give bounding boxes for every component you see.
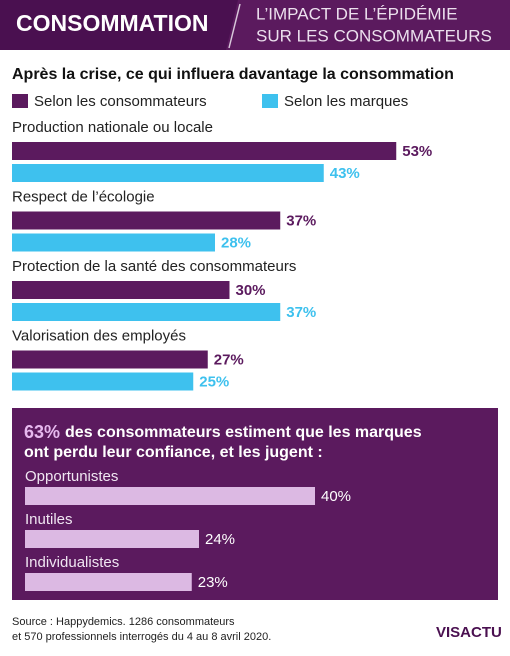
category-label: Opportunistes	[25, 468, 118, 485]
bar	[12, 350, 208, 369]
panel-title: 63% des consommateurs estiment que les ma…	[24, 422, 422, 442]
logo: VISACTU	[436, 624, 502, 641]
value-label: 53%	[402, 143, 432, 160]
category-label: Respect de l’écologie	[12, 188, 155, 205]
value-label: 28%	[221, 234, 251, 251]
legend-label: Selon les marques	[284, 93, 408, 110]
value-label: 30%	[236, 282, 266, 299]
bar	[12, 303, 281, 321]
panel-title-line: des consommateurs estiment que les marqu…	[65, 424, 422, 441]
source: Source : Happydemics. 1286 consommateurs	[12, 616, 235, 628]
bar	[25, 573, 192, 591]
bar	[12, 164, 324, 182]
header-tag-box	[0, 0, 238, 50]
bar	[25, 487, 315, 505]
panel-title: ont perdu leur confiance, et les jugent …	[24, 444, 323, 461]
category-label: Production nationale ou locale	[12, 119, 213, 136]
value-label: 43%	[330, 165, 360, 182]
panel-title-highlight: 63%	[24, 422, 60, 442]
category-label: Individualistes	[25, 554, 119, 571]
category-label: Protection de la santé des consommateurs	[12, 258, 296, 275]
category-label: Valorisation des employés	[12, 327, 186, 344]
value-label: 37%	[286, 212, 316, 229]
bar	[12, 142, 397, 160]
bar	[25, 530, 199, 548]
header-tag: CONSOMMATION	[16, 10, 209, 36]
legend-swatch	[262, 94, 278, 108]
value-label: 40%	[321, 488, 351, 505]
bar	[12, 281, 230, 299]
bar	[12, 211, 281, 230]
header-divider	[228, 3, 241, 49]
value-label: 37%	[286, 304, 316, 321]
value-label: 27%	[214, 351, 244, 368]
legend-swatch	[12, 94, 28, 108]
value-label: 25%	[199, 373, 229, 390]
legend-label: Selon les consommateurs	[34, 93, 207, 110]
source: et 570 professionnels interrogés du 4 au…	[12, 631, 271, 643]
header-title: SUR LES CONSOMMATEURS	[256, 26, 492, 45]
bar	[12, 372, 194, 391]
value-label: 24%	[205, 531, 235, 548]
bar	[12, 233, 215, 252]
header-title: L’IMPACT DE L’ÉPIDÉMIE	[256, 4, 458, 23]
value-label: 23%	[198, 574, 228, 591]
category-label: Inutiles	[25, 511, 73, 528]
chart-title: Après la crise, ce qui influera davantag…	[12, 66, 454, 83]
